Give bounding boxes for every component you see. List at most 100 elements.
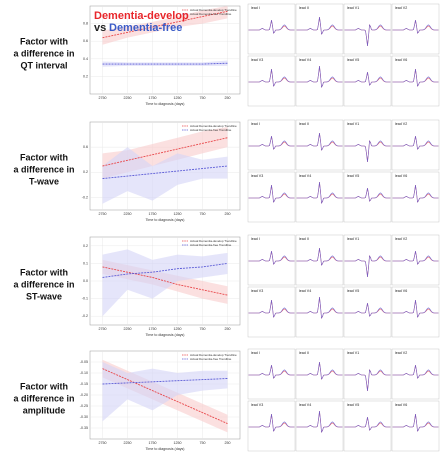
ecg-waveform <box>296 65 343 88</box>
lead-label: lead V1 <box>347 237 359 241</box>
ecg-waveform <box>392 250 439 265</box>
lead-panel <box>391 348 440 400</box>
ecg-waveform <box>248 135 295 150</box>
y-tick-label: 0.0 <box>83 279 88 283</box>
y-tick-label: -0.2 <box>82 314 88 318</box>
x-tick-label: 250 <box>225 96 231 100</box>
y-tick-label: -0.15 <box>80 382 88 386</box>
confidence-band <box>102 147 228 204</box>
lead-label: lead V6 <box>395 403 407 407</box>
legend-label: Actual Dementia-develop Trendline <box>190 353 237 357</box>
title-part: vs <box>94 22 106 34</box>
trend-line <box>102 262 228 278</box>
lead-panel <box>391 234 440 286</box>
trend-line <box>102 368 228 425</box>
lead-label: lead II <box>299 6 309 10</box>
lead-label: lead I <box>251 6 260 10</box>
trend-line <box>102 10 228 39</box>
row-label: a difference in <box>13 48 74 58</box>
row-label: Factor with <box>20 152 68 162</box>
lead-panel <box>295 286 344 338</box>
y-tick-label: -0.30 <box>80 415 88 419</box>
lead-label: lead V5 <box>347 403 359 407</box>
lead-label: lead V6 <box>395 58 407 62</box>
confidence-band <box>102 249 228 317</box>
confidence-band <box>102 6 228 45</box>
row-label: Factor with <box>20 267 68 277</box>
x-tick-label: 2750 <box>99 96 107 100</box>
legend-label: Actual Dementia-develop Trendline <box>190 8 237 12</box>
lead-panel <box>247 400 296 452</box>
x-tick-label: 2750 <box>99 441 107 445</box>
y-tick-label: -0.35 <box>80 426 88 430</box>
lead-label: lead V4 <box>299 58 311 62</box>
ecg-waveform <box>248 250 295 265</box>
x-tick-label: 750 <box>200 96 206 100</box>
ecg-waveform <box>296 132 343 151</box>
y-tick-label: 0.2 <box>83 74 88 78</box>
confidence-band <box>102 362 228 422</box>
x-tick-label: 1750 <box>149 212 157 216</box>
lead-label: lead V4 <box>299 174 311 178</box>
ecg-waveform <box>344 24 391 47</box>
x-tick-label: 250 <box>225 327 231 331</box>
lead-label: lead V3 <box>251 289 263 293</box>
x-tick-label: 250 <box>225 441 231 445</box>
lead-label: lead II <box>299 122 309 126</box>
x-axis-label: Time to diagnosis (days) <box>145 447 184 451</box>
lead-panel <box>343 171 392 223</box>
lead-panel <box>391 55 440 107</box>
lead-label: lead II <box>299 351 309 355</box>
ecg-waveform <box>344 255 391 278</box>
x-tick-label: 250 <box>225 212 231 216</box>
y-tick-label: 0.4 <box>83 57 88 61</box>
y-tick-label: 0.2 <box>83 244 88 248</box>
lead-panel <box>295 3 344 55</box>
lead-panel <box>295 400 344 452</box>
ecg-waveform <box>344 302 391 317</box>
lead-panel <box>247 286 296 338</box>
lead-panel <box>247 3 296 55</box>
y-tick-label: 0.6 <box>83 145 88 149</box>
ecg-waveform <box>248 68 295 87</box>
x-tick-label: 2250 <box>124 212 132 216</box>
lead-label: lead V3 <box>251 174 263 178</box>
lead-panel <box>295 55 344 107</box>
lead-label: lead V4 <box>299 403 311 407</box>
lead-panel <box>295 348 344 400</box>
y-tick-label: -0.10 <box>80 371 88 375</box>
ecg-waveform <box>344 187 391 202</box>
ecg-waveform <box>248 19 295 34</box>
title-part: Dementia-develop <box>94 10 189 22</box>
legend-label: Actual Dementia-free Trendline <box>190 12 232 16</box>
y-tick-label: -0.05 <box>80 360 88 364</box>
lead-panel <box>247 234 296 286</box>
lead-label: lead V4 <box>299 289 311 293</box>
lead-panel <box>343 348 392 400</box>
row-label: a difference in <box>13 279 74 289</box>
trend-line <box>102 266 228 296</box>
y-tick-label: 0.8 <box>83 22 88 26</box>
x-tick-label: 1250 <box>174 441 182 445</box>
ecg-waveform <box>296 181 343 204</box>
lead-label: lead V2 <box>395 237 407 241</box>
ecg-waveform <box>248 184 295 203</box>
y-tick-label: -0.25 <box>80 404 88 408</box>
row-label: a difference in <box>13 393 74 403</box>
x-tick-label: 2250 <box>124 327 132 331</box>
lead-panel <box>247 348 296 400</box>
x-tick-label: 2750 <box>99 327 107 331</box>
trend-line <box>102 137 228 167</box>
y-tick-label: -0.2 <box>82 195 88 199</box>
x-tick-label: 750 <box>200 327 206 331</box>
legend-label: Actual Dementia-free Trendline <box>190 128 232 132</box>
legend-label: Actual Dementia-free Trendline <box>190 357 232 361</box>
row-label: a difference in <box>13 164 74 174</box>
x-tick-label: 1250 <box>174 212 182 216</box>
lead-panel <box>295 119 344 171</box>
ecg-waveform <box>248 364 295 379</box>
lead-label: lead V3 <box>251 403 263 407</box>
row-label: amplitude <box>23 405 66 415</box>
lead-panel <box>247 55 296 107</box>
ecg-waveform <box>296 410 343 433</box>
